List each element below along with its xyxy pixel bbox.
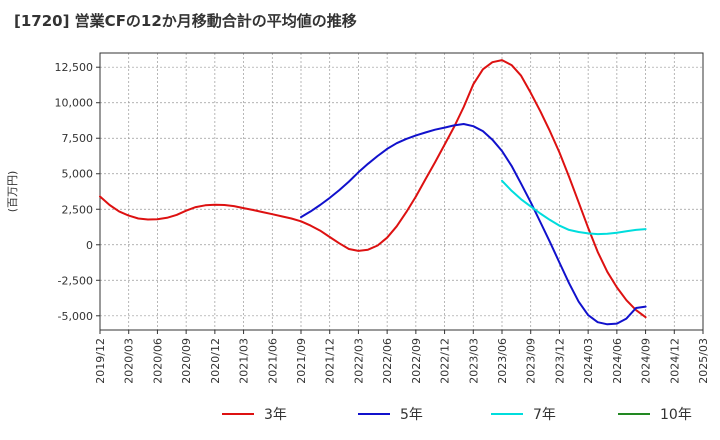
- x-tick-label: 2023/09: [525, 338, 538, 384]
- y-tick-label: -2,500: [58, 274, 93, 287]
- legend-label: 10年: [660, 407, 692, 423]
- chart-title: [1720] 営業CFの12か月移動合計の平均値の推移: [14, 12, 357, 30]
- grid: [99, 53, 704, 330]
- x-tick-label: 2022/03: [352, 338, 365, 384]
- y-tick-label: 5,000: [62, 168, 94, 181]
- x-tick-label: 2023/12: [553, 338, 566, 384]
- x-tick-label: 2020/06: [151, 338, 164, 384]
- x-tick-label: 2021/03: [238, 338, 251, 384]
- x-tick-label: 2021/09: [295, 338, 308, 384]
- x-tick-label: 2023/06: [496, 338, 509, 384]
- plot-area: [99, 52, 704, 331]
- series-line: [300, 123, 647, 326]
- x-tick-label: 2024/12: [668, 338, 681, 384]
- legend-label: 5年: [400, 407, 423, 423]
- y-tick-label: 10,000: [55, 97, 94, 110]
- x-tick-label: 2024/09: [640, 338, 653, 384]
- x-axis: 2019/12 2020/03 2020/06 2020/09 2020/12 2021/…: [94, 330, 710, 384]
- x-tick-label: 2024/06: [611, 338, 624, 384]
- legend-label: 3年: [264, 407, 287, 423]
- x-tick-label: 2020/03: [123, 338, 136, 384]
- y-tick-label: 0: [86, 239, 93, 252]
- y-tick-label: 7,500: [62, 132, 94, 145]
- legend-label: 7年: [533, 407, 556, 423]
- y-tick-label: 12,500: [55, 61, 94, 74]
- x-tick-label: 2024/03: [582, 338, 595, 384]
- y-axis-label: (百万円): [6, 171, 19, 213]
- y-tick-label: -5,000: [58, 310, 93, 323]
- legend: 3年 5年 7年 10年: [222, 407, 692, 423]
- x-tick-label: 2021/12: [324, 338, 337, 384]
- x-tick-label: 2022/09: [410, 338, 423, 384]
- x-tick-label: 2022/06: [381, 338, 394, 384]
- x-tick-label: 2021/06: [266, 338, 279, 384]
- x-tick-label: 2025/03: [697, 338, 710, 384]
- x-tick-label: 2019/12: [94, 338, 107, 384]
- x-tick-label: 2020/12: [209, 338, 222, 384]
- x-tick-label: 2022/12: [439, 338, 452, 384]
- x-tick-label: 2023/03: [467, 338, 480, 384]
- y-tick-label: 2,500: [62, 203, 94, 216]
- series-line: [501, 179, 647, 236]
- y-axis: 12,500 10,000 7,500 5,000 2,500 0 -2,500 -5,000…: [6, 61, 100, 323]
- x-tick-label: 2020/09: [180, 338, 193, 384]
- series-lines: [99, 59, 647, 326]
- series-line: [99, 59, 647, 319]
